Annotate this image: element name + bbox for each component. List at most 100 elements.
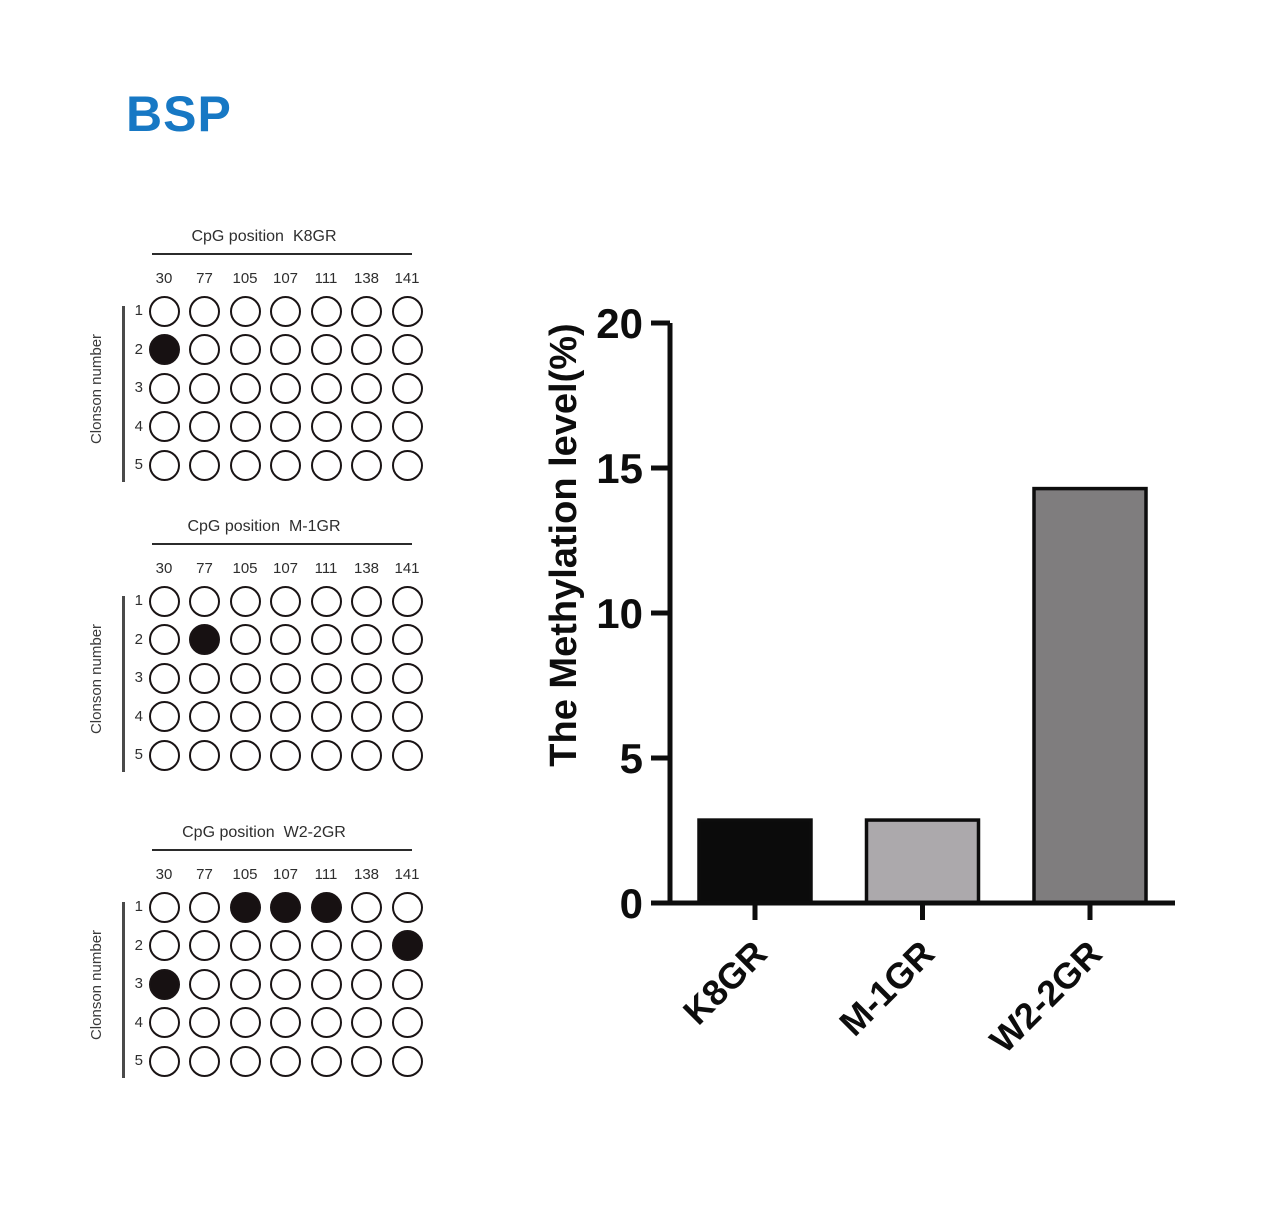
x-category-label: M-1GR bbox=[831, 933, 942, 1044]
cpg-site-unmethylated bbox=[310, 662, 342, 694]
clone-axis-title: Clonson number bbox=[88, 333, 105, 445]
cpg-site-methylated bbox=[229, 891, 261, 923]
cpg-site-unmethylated bbox=[148, 372, 180, 404]
cpg-site-unmethylated bbox=[351, 585, 382, 617]
cpg-site-unmethylated bbox=[351, 701, 382, 732]
panel-title: CpG position K8GR bbox=[124, 228, 404, 246]
cpg-site-unmethylated bbox=[351, 662, 382, 694]
cpg-panel-m-1gr: CpG position M-1GR 30 77 105 107 111 138 141 1 2 3 4… bbox=[85, 518, 445, 780]
cpg-site-unmethylated bbox=[270, 449, 301, 481]
cpg-panel-k8gr: CpG position K8GR 30 77 105 107 111 138 141 1 2 3 4 5… bbox=[85, 228, 445, 490]
y-tick-label: 20 bbox=[596, 300, 643, 347]
cpg-site-unmethylated bbox=[189, 1007, 220, 1038]
cpg-site-unmethylated bbox=[148, 891, 180, 923]
cpg-site-unmethylated bbox=[351, 968, 382, 1000]
clone-number-label: 3 bbox=[134, 379, 143, 396]
panel-title-prefix: CpG position bbox=[182, 824, 275, 841]
cpg-site-unmethylated bbox=[391, 739, 423, 771]
cpg-position-label: 30 bbox=[155, 270, 173, 287]
cpg-site-methylated bbox=[148, 968, 180, 1000]
panel-title-underline bbox=[152, 849, 412, 851]
cpg-site-unmethylated bbox=[310, 701, 342, 732]
cpg-site-unmethylated bbox=[391, 1007, 423, 1038]
cpg-site-unmethylated bbox=[270, 1007, 301, 1038]
cpg-site-unmethylated bbox=[189, 1045, 220, 1077]
cpg-site-unmethylated bbox=[270, 739, 301, 771]
cpg-site-methylated bbox=[148, 334, 180, 365]
cpg-site-unmethylated bbox=[229, 585, 261, 617]
cpg-site-unmethylated bbox=[229, 1007, 261, 1038]
cpg-site-unmethylated bbox=[310, 930, 342, 961]
cpg-site-unmethylated bbox=[351, 624, 382, 655]
panel-sample-name: W2-2GR bbox=[283, 824, 346, 841]
cpg-site-unmethylated bbox=[391, 411, 423, 442]
panel-sample-name: K8GR bbox=[292, 228, 337, 245]
y-tick-label: 10 bbox=[596, 590, 643, 637]
cpg-position-label: 30 bbox=[155, 560, 173, 577]
y-axis-title: The Methylation level(%) bbox=[543, 323, 585, 766]
cpg-site-unmethylated bbox=[229, 968, 261, 1000]
cpg-site-unmethylated bbox=[270, 411, 301, 442]
cpg-site-unmethylated bbox=[189, 891, 220, 923]
panel-title-underline bbox=[152, 253, 412, 255]
clone-number-label: 1 bbox=[134, 592, 143, 609]
panel-title: CpG position M-1GR bbox=[124, 518, 404, 536]
clone-number-label: 4 bbox=[134, 707, 143, 725]
cpg-site-unmethylated bbox=[391, 449, 423, 481]
cpg-site-methylated bbox=[391, 930, 423, 961]
cpg-site-unmethylated bbox=[229, 334, 261, 365]
cpg-site-unmethylated bbox=[189, 295, 220, 327]
cpg-site-unmethylated bbox=[229, 701, 261, 732]
cpg-site-unmethylated bbox=[391, 295, 423, 327]
cpg-site-unmethylated bbox=[391, 372, 423, 404]
bar-k8gr bbox=[697, 818, 813, 905]
cpg-site-unmethylated bbox=[351, 739, 382, 771]
clone-axis-title: Clonson number bbox=[88, 623, 105, 735]
cpg-site-unmethylated bbox=[270, 1045, 301, 1077]
cpg-site-unmethylated bbox=[189, 334, 220, 365]
clone-number-label: 5 bbox=[134, 1052, 143, 1069]
panel-title-underline bbox=[152, 543, 412, 545]
cpg-site-unmethylated bbox=[351, 295, 382, 327]
clone-number-label: 5 bbox=[134, 456, 143, 473]
cpg-site-unmethylated bbox=[270, 372, 301, 404]
clone-axis-line bbox=[122, 306, 125, 482]
clone-number-label: 2 bbox=[134, 630, 143, 648]
cpg-site-unmethylated bbox=[148, 930, 180, 961]
x-category-label: W2-2GR bbox=[982, 933, 1110, 1061]
y-tick-label: 15 bbox=[596, 445, 643, 492]
cpg-site-methylated bbox=[189, 624, 220, 655]
cpg-site-unmethylated bbox=[270, 930, 301, 961]
cpg-site-unmethylated bbox=[310, 334, 342, 365]
cpg-site-unmethylated bbox=[148, 1045, 180, 1077]
cpg-site-unmethylated bbox=[351, 411, 382, 442]
cpg-site-unmethylated bbox=[270, 662, 301, 694]
cpg-position-label: 105 bbox=[232, 560, 258, 577]
cpg-position-label: 111 bbox=[314, 560, 338, 577]
cpg-site-unmethylated bbox=[189, 662, 220, 694]
cpg-site-unmethylated bbox=[189, 411, 220, 442]
cpg-site-unmethylated bbox=[391, 968, 423, 1000]
cpg-site-unmethylated bbox=[351, 449, 382, 481]
panel-sample-name: M-1GR bbox=[288, 518, 341, 535]
cpg-site-unmethylated bbox=[229, 411, 261, 442]
cpg-site-unmethylated bbox=[391, 891, 423, 923]
cpg-site-unmethylated bbox=[310, 449, 342, 481]
clone-number-label: 3 bbox=[134, 669, 143, 686]
cpg-site-unmethylated bbox=[351, 891, 382, 923]
cpg-site-unmethylated bbox=[189, 701, 220, 732]
cpg-site-unmethylated bbox=[148, 295, 180, 327]
cpg-site-unmethylated bbox=[310, 1007, 342, 1038]
clone-number-label: 2 bbox=[134, 936, 143, 954]
cpg-site-unmethylated bbox=[148, 449, 180, 481]
cpg-site-unmethylated bbox=[189, 585, 220, 617]
cpg-position-label: 107 bbox=[272, 560, 299, 577]
y-tick-label: 0 bbox=[620, 880, 643, 927]
cpg-site-unmethylated bbox=[229, 1045, 261, 1077]
cpg-site-unmethylated bbox=[229, 449, 261, 481]
clone-axis-title: Clonson number bbox=[88, 929, 105, 1041]
figure-title: BSP bbox=[126, 86, 232, 142]
cpg-site-unmethylated bbox=[270, 968, 301, 1000]
cpg-position-label: 111 bbox=[314, 866, 338, 883]
